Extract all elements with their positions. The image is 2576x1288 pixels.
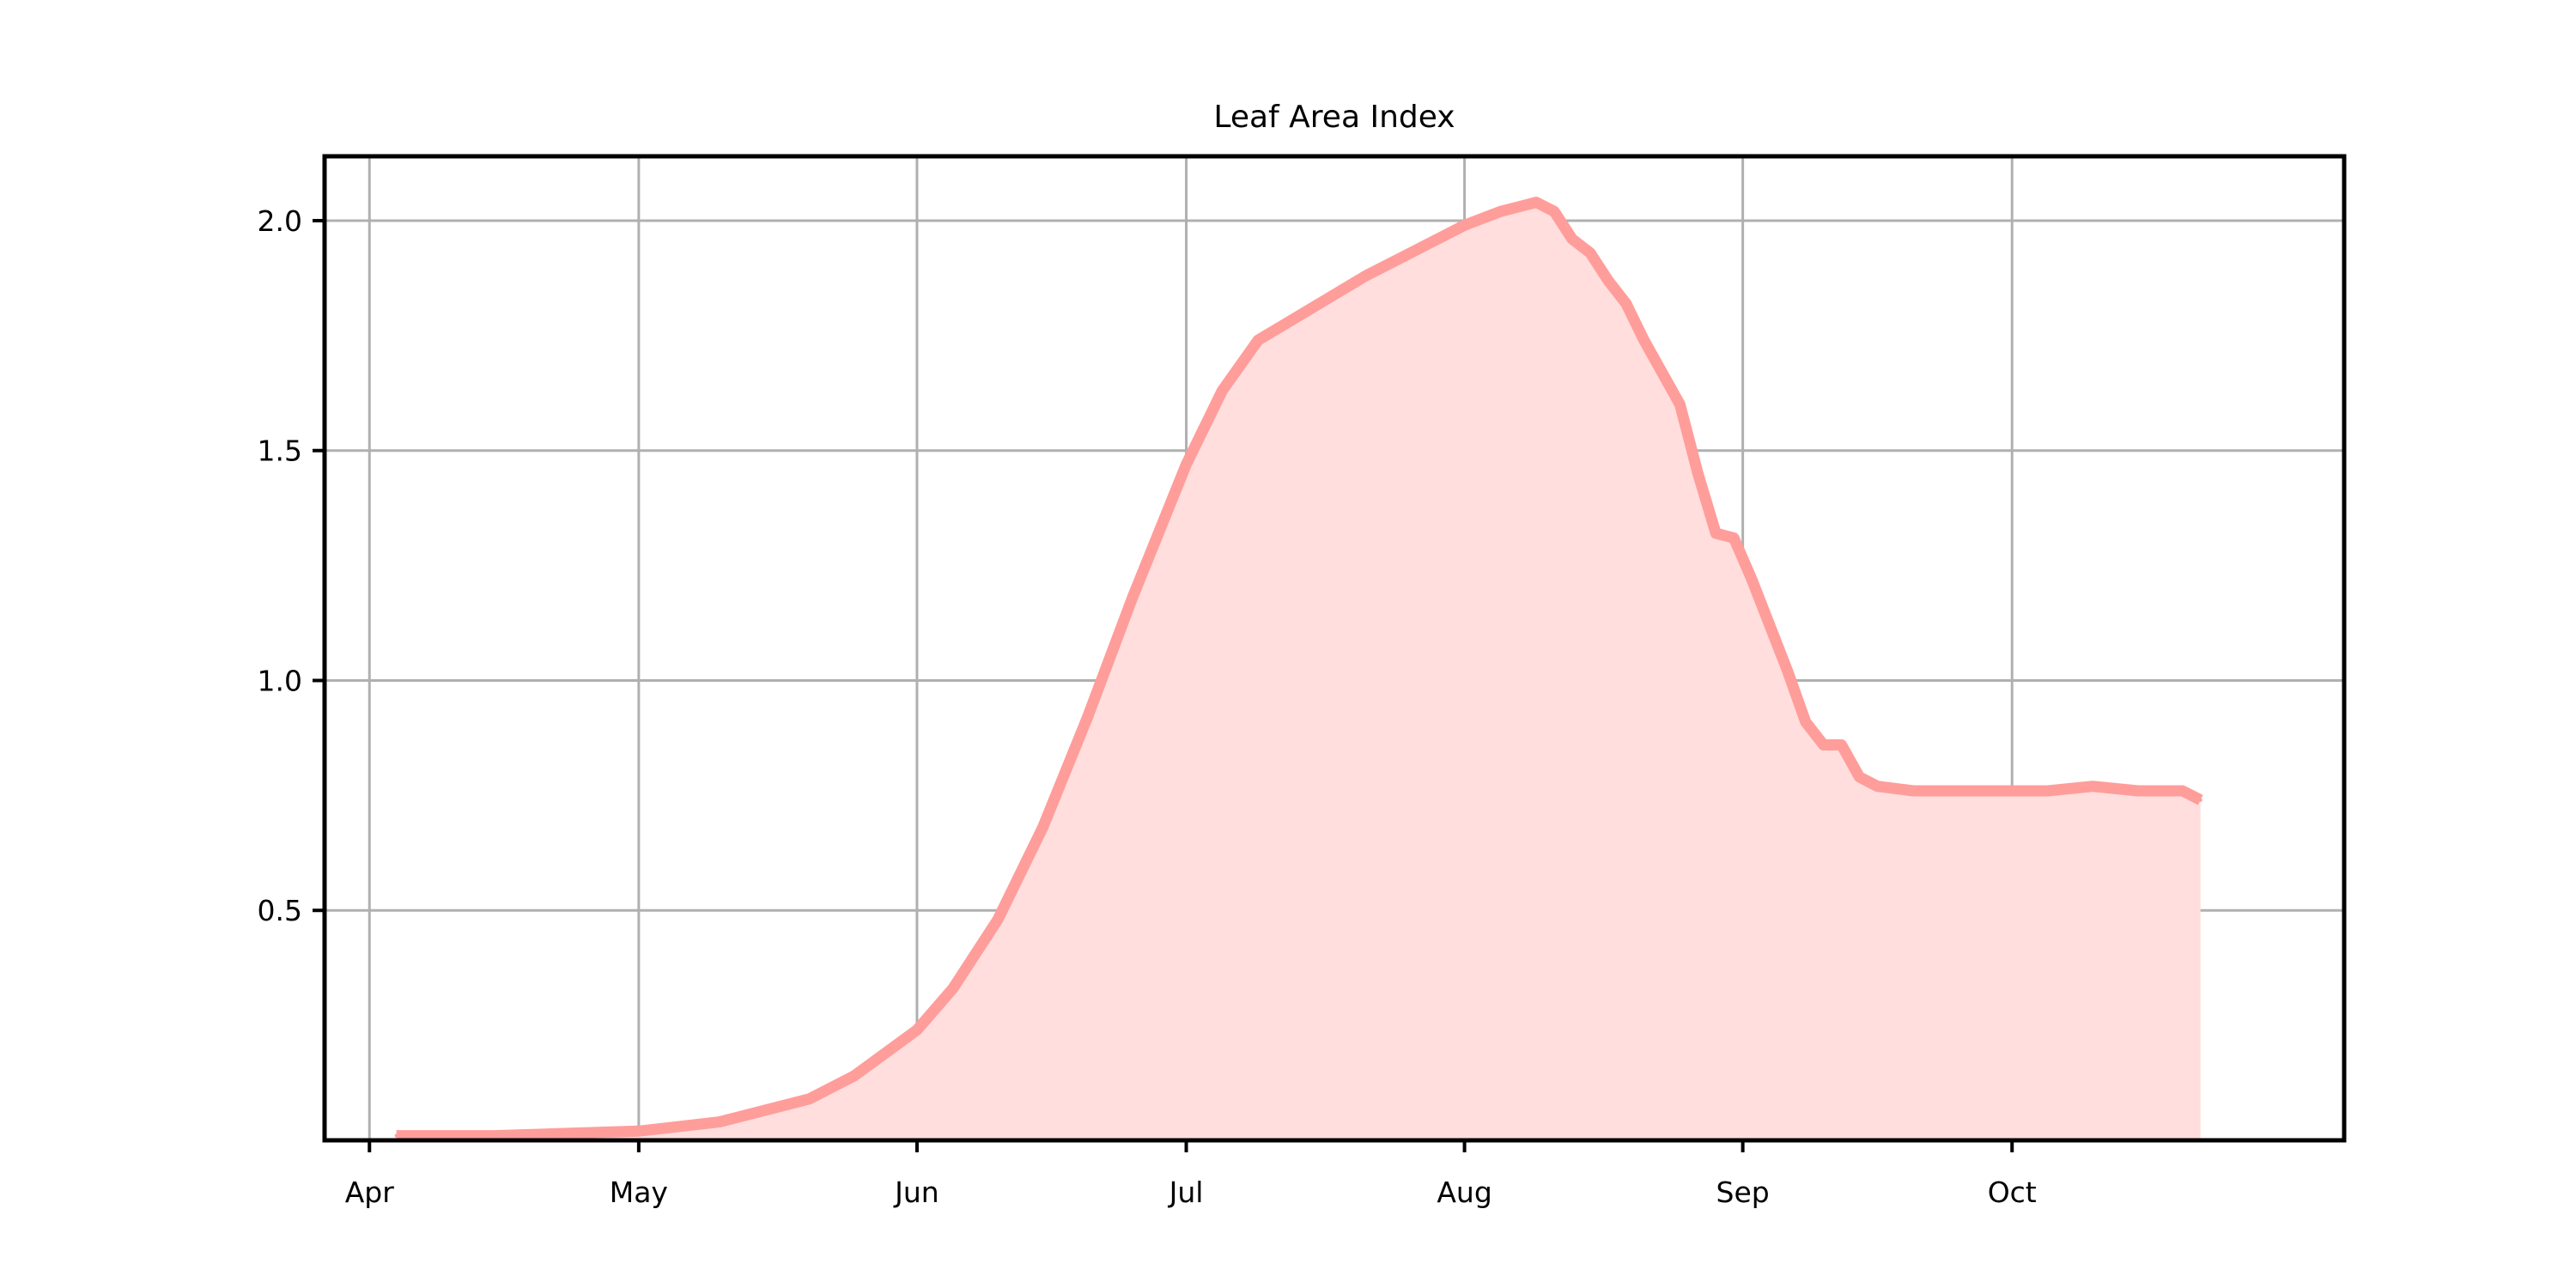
data-point: [1911, 789, 1916, 793]
line-layer: [394, 197, 2203, 1142]
data-point: [1418, 246, 1422, 251]
data-point: [1642, 338, 1646, 343]
data-point: [1803, 720, 1807, 724]
x-tick-label-oct: Oct: [1988, 1176, 2037, 1209]
data-point: [1220, 389, 1224, 393]
data-point: [1750, 577, 1754, 581]
data-point: [1768, 623, 1771, 628]
data-point: [2198, 798, 2202, 802]
data-point: [394, 1133, 398, 1138]
data-point: [1552, 210, 1557, 214]
data-point: [2091, 784, 2095, 788]
series-area-fill-0: [396, 202, 2201, 1141]
area-layer: [396, 202, 2201, 1141]
data-point: [1184, 462, 1188, 466]
x-tick-label-jun: Jun: [893, 1176, 939, 1209]
data-point: [717, 1120, 721, 1124]
data-point: [951, 987, 955, 991]
x-tick-label-aug: Aug: [1437, 1176, 1492, 1209]
tick-layer: Apr May Jun Jul Aug Sep Oct 0.5 1.0 1.5 2.0: [258, 204, 2037, 1209]
data-point: [1571, 237, 1574, 241]
plot-frame: [322, 154, 2347, 1143]
x-tick-label-sep: Sep: [1716, 1176, 1770, 1209]
data-point: [493, 1133, 497, 1138]
x-tick-label-jul: Jul: [1168, 1176, 1204, 1209]
y-tick-label-1-0: 1.0: [258, 664, 302, 697]
y-tick-label-2-0: 2.0: [258, 204, 302, 238]
data-point: [636, 1129, 641, 1133]
data-point: [914, 1028, 919, 1032]
data-point: [2046, 789, 2050, 793]
data-point: [1309, 306, 1314, 310]
data-point: [1588, 251, 1592, 255]
data-point: [1678, 403, 1682, 407]
x-tick-label-apr: Apr: [345, 1176, 395, 1209]
data-point: [1462, 223, 1467, 228]
data-point: [1839, 743, 1844, 747]
data-point: [996, 918, 999, 921]
data-point: [1821, 743, 1826, 747]
data-point: [1956, 789, 1960, 793]
data-point: [1732, 536, 1736, 540]
data-point: [1624, 301, 1628, 306]
data-point: [2136, 789, 2140, 793]
data-point: [1606, 278, 1610, 283]
data-point: [2010, 789, 2014, 793]
data-point: [1857, 775, 1862, 779]
data-point: [1875, 784, 1880, 788]
data-point: [2180, 789, 2184, 793]
data-point: [1534, 200, 1539, 204]
data-point: [1041, 825, 1045, 829]
chart-title: Leaf Area Index: [1213, 100, 1455, 135]
data-point: [1498, 210, 1503, 214]
data-point: [1256, 338, 1261, 343]
data-point: [1085, 715, 1090, 720]
data-point: [1714, 532, 1718, 536]
data-point: [1364, 274, 1368, 278]
y-tick-label-0-5: 0.5: [258, 894, 302, 927]
data-point: [1130, 596, 1134, 600]
data-point: [1696, 471, 1700, 476]
data-point: [852, 1074, 856, 1078]
x-tick-label-may: May: [610, 1176, 668, 1209]
data-point: [1785, 669, 1789, 673]
y-tick-label-1-5: 1.5: [258, 434, 302, 468]
data-point: [807, 1097, 811, 1101]
